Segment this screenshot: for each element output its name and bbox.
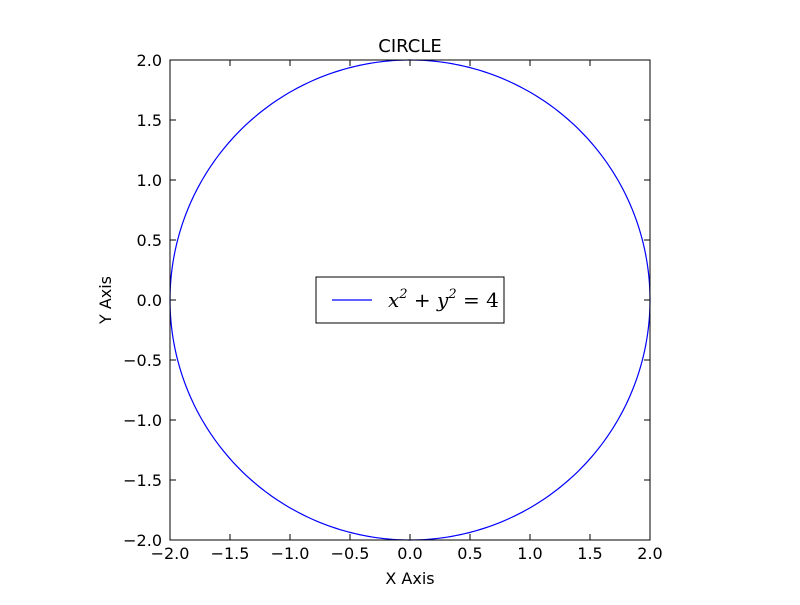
y-tick-label: −2.0 — [123, 531, 162, 550]
legend-entry-label: x2 + y2 = 4 — [388, 287, 499, 312]
x-tick-label: −1.5 — [211, 544, 250, 563]
legend-rhs: 4 — [486, 288, 499, 312]
y-tick-label: 0.0 — [137, 291, 162, 310]
legend-exp-x: 2 — [398, 287, 407, 302]
legend-equals: = — [457, 288, 486, 312]
y-tick-label: 2.0 — [137, 51, 162, 70]
x-tick-label: −2.0 — [151, 544, 190, 563]
legend-plus: + — [408, 288, 437, 312]
x-tick-label: 1.5 — [577, 544, 602, 563]
legend-exp-y: 2 — [447, 287, 456, 302]
legend: x2 + y2 = 4 — [315, 276, 505, 324]
chart-title: CIRCLE — [378, 36, 441, 57]
y-tick-label: 1.5 — [137, 111, 162, 130]
y-tick-label: −0.5 — [123, 351, 162, 370]
x-axis-label: X Axis — [385, 569, 434, 588]
legend-var-y: y — [436, 288, 449, 312]
y-tick-label: 0.5 — [137, 231, 162, 250]
x-tick-label: 2.0 — [637, 544, 662, 563]
y-tick-label: 1.0 — [137, 171, 162, 190]
y-axis-ticks: −2.0 −1.5 −1.0 −0.5 0.0 0.5 1.0 1.5 2.0 — [123, 51, 650, 550]
x-axis-ticks: −2.0 −1.5 −1.0 −0.5 0.0 0.5 1.0 1.5 2.0 — [151, 60, 663, 563]
y-tick-label: −1.0 — [123, 411, 162, 430]
x-tick-label: 0.0 — [397, 544, 422, 563]
x-tick-label: 0.5 — [457, 544, 482, 563]
legend-var-x: x — [388, 288, 399, 312]
y-axis-label: Y Axis — [96, 276, 115, 325]
x-tick-label: −1.0 — [271, 544, 310, 563]
axes-frame — [169, 59, 651, 541]
y-tick-label: −1.5 — [123, 471, 162, 490]
x-tick-label: −0.5 — [331, 544, 370, 563]
x-tick-label: 1.0 — [517, 544, 542, 563]
